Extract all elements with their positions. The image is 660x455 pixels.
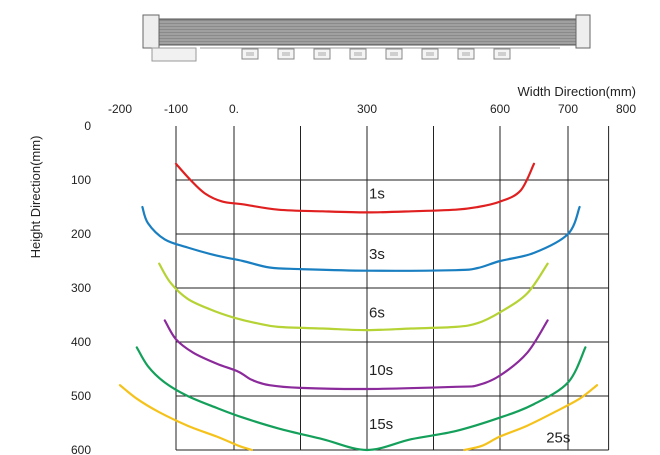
runner-hook-detail: [426, 52, 434, 56]
series-line-25s: [463, 384, 599, 452]
x-tick-label: -100: [164, 102, 188, 116]
curve-label: 6s: [369, 304, 385, 321]
runner-hook-detail: [498, 52, 506, 56]
runner-hook-detail: [354, 52, 362, 56]
x-tick-label: 800: [616, 102, 636, 116]
y-tick-label: 600: [71, 443, 91, 455]
y-tick-labels: 0 100 200 300 400 500 600: [71, 119, 91, 455]
curve-label: 10s: [369, 362, 393, 379]
runner-hook-detail: [462, 52, 470, 56]
x-tick-labels: -200 -100 0. 300 600 700 800: [108, 102, 636, 116]
y-tick-label: 200: [71, 227, 91, 241]
runner-hook-detail: [318, 52, 326, 56]
y-tick-label: 500: [71, 389, 91, 403]
series-line-15s: [135, 346, 587, 452]
y-tick-label: 0: [84, 119, 91, 133]
x-tick-label: 700: [558, 102, 578, 116]
series-line-6s: [158, 262, 549, 332]
y-tick-label: 400: [71, 335, 91, 349]
y-tick-label: 100: [71, 173, 91, 187]
curve-label: 15s: [369, 416, 393, 433]
x-tick-label: -200: [108, 102, 132, 116]
y-tick-label: 300: [71, 281, 91, 295]
curtain-rail-illustration: [142, 14, 591, 62]
curve-label: 25s: [546, 430, 570, 447]
curve-label: 3s: [369, 246, 385, 263]
series-line-25s: [118, 384, 253, 452]
series-line-3s: [141, 205, 581, 272]
curve-labels: 1s 3s 6s 10s 15s 25s: [369, 186, 570, 447]
curves: [118, 162, 599, 452]
series-line-1s: [174, 162, 536, 214]
curve-label: 1s: [369, 186, 385, 203]
x-axis-title: Width Direction(mm): [518, 84, 636, 99]
x-tick-label: 0.: [229, 102, 239, 116]
runner-hook-detail: [246, 52, 254, 56]
runner-hook-detail: [282, 52, 290, 56]
x-tick-label: 600: [490, 102, 510, 116]
plot-area: -200 -100 0. 300 600 700 800 0 100 200 300 400 500 6…: [71, 102, 636, 455]
y-axis-title: Height Direction(mm): [28, 136, 43, 259]
series-line-10s: [163, 319, 549, 391]
grid-lines: [175, 126, 610, 451]
runner-hook-detail: [390, 52, 398, 56]
x-tick-label: 300: [357, 102, 377, 116]
